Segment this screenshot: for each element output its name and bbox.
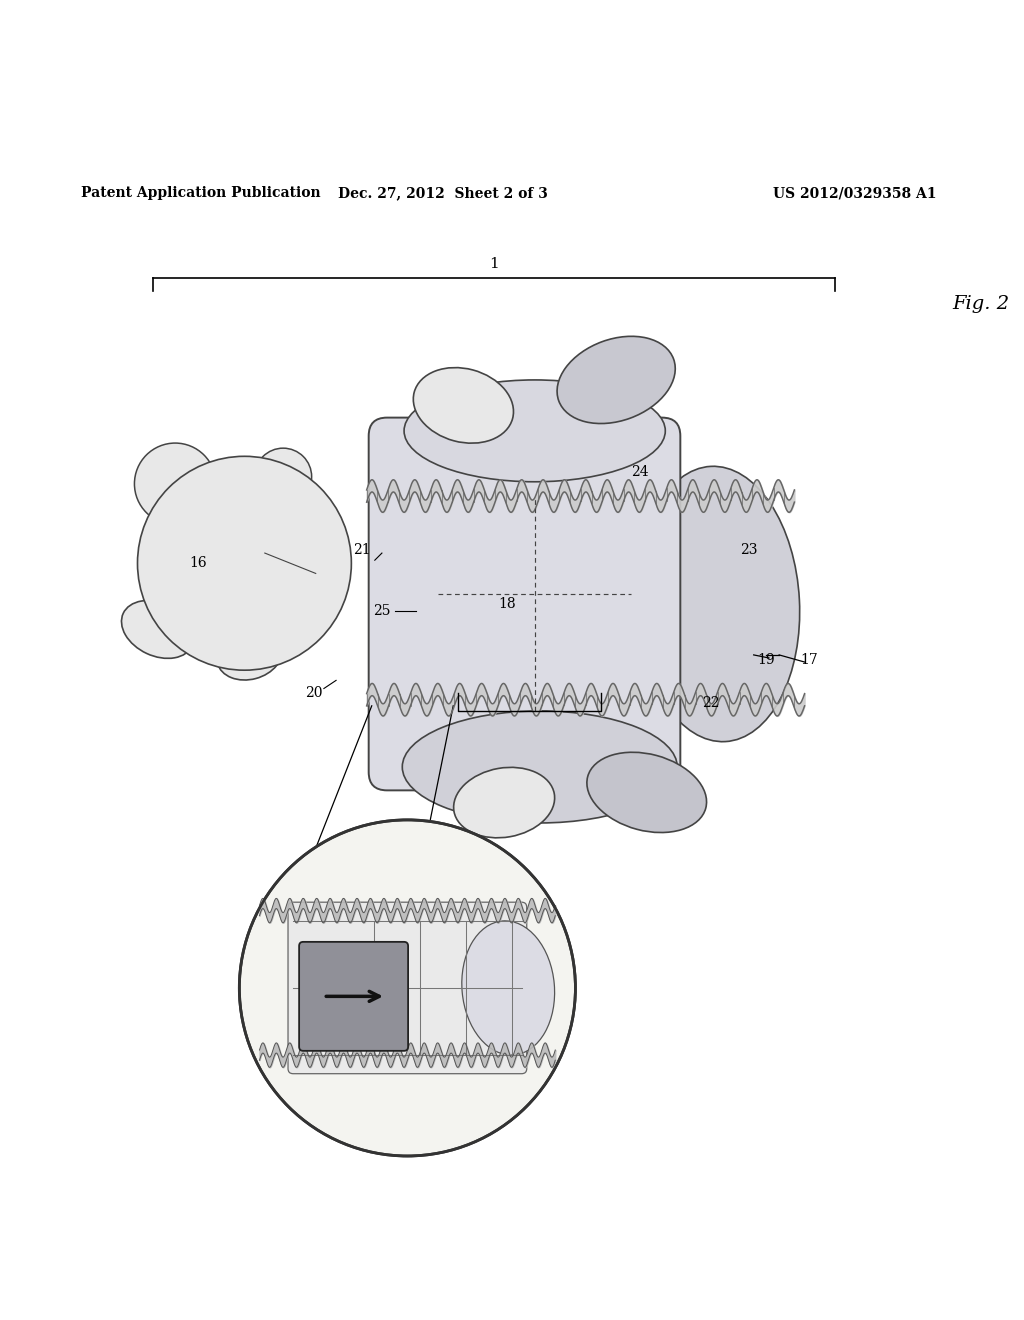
Circle shape [137,457,351,671]
FancyBboxPatch shape [299,942,409,1051]
FancyBboxPatch shape [288,902,526,1073]
Text: 21: 21 [352,543,371,557]
Text: 24: 24 [631,465,648,479]
Ellipse shape [122,601,195,659]
Text: 17: 17 [801,653,818,667]
Text: 22: 22 [702,696,720,710]
Text: 25: 25 [373,605,391,618]
Text: Fig. 2: Fig. 2 [952,296,1010,313]
Text: 20: 20 [305,685,323,700]
Ellipse shape [402,711,677,822]
Ellipse shape [414,367,513,444]
Ellipse shape [587,752,707,833]
FancyBboxPatch shape [369,417,680,791]
Text: 16: 16 [189,556,208,570]
Ellipse shape [454,767,555,838]
Text: Patent Application Publication: Patent Application Publication [82,186,322,201]
Text: Dec. 27, 2012  Sheet 2 of 3: Dec. 27, 2012 Sheet 2 of 3 [338,186,548,201]
Circle shape [255,449,311,506]
Circle shape [240,820,575,1156]
Ellipse shape [636,466,800,742]
Circle shape [134,444,216,524]
Text: 19: 19 [757,653,775,667]
Text: 1: 1 [489,257,499,271]
Text: 23: 23 [739,543,758,557]
Text: US 2012/0329358 A1: US 2012/0329358 A1 [773,186,937,201]
Ellipse shape [404,380,666,482]
Text: 18: 18 [499,597,516,611]
Ellipse shape [462,921,555,1055]
Ellipse shape [217,630,283,680]
Ellipse shape [557,337,675,424]
